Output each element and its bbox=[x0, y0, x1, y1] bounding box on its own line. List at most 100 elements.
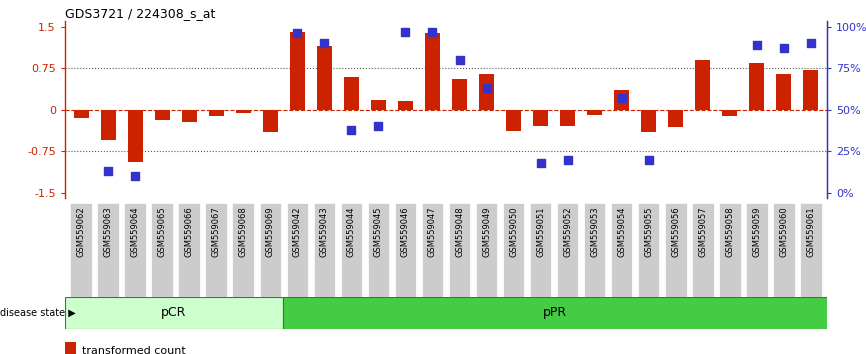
Text: GSM559060: GSM559060 bbox=[779, 206, 788, 257]
Point bbox=[480, 85, 494, 91]
Text: GSM559061: GSM559061 bbox=[806, 206, 815, 257]
Point bbox=[777, 46, 791, 51]
FancyBboxPatch shape bbox=[746, 203, 767, 297]
Text: GSM559051: GSM559051 bbox=[536, 206, 545, 257]
FancyBboxPatch shape bbox=[395, 203, 417, 297]
Bar bbox=[236, 110, 251, 113]
Text: GSM559066: GSM559066 bbox=[184, 206, 194, 257]
Bar bbox=[560, 110, 575, 126]
Text: GSM559063: GSM559063 bbox=[104, 206, 113, 257]
Point bbox=[128, 173, 142, 179]
Bar bbox=[587, 110, 602, 115]
FancyBboxPatch shape bbox=[260, 203, 281, 297]
Bar bbox=[74, 110, 88, 118]
Text: GSM559047: GSM559047 bbox=[428, 206, 437, 257]
FancyBboxPatch shape bbox=[368, 203, 389, 297]
FancyBboxPatch shape bbox=[125, 203, 146, 297]
FancyBboxPatch shape bbox=[340, 203, 362, 297]
Text: GSM559042: GSM559042 bbox=[293, 206, 302, 257]
Point bbox=[398, 29, 412, 35]
Text: GSM559069: GSM559069 bbox=[266, 206, 275, 257]
Text: GSM559068: GSM559068 bbox=[239, 206, 248, 257]
Text: GSM559067: GSM559067 bbox=[212, 206, 221, 257]
Point bbox=[560, 157, 574, 162]
FancyBboxPatch shape bbox=[719, 203, 740, 297]
Bar bbox=[65, 342, 76, 354]
Bar bbox=[263, 110, 278, 132]
Bar bbox=[641, 110, 656, 132]
Bar bbox=[804, 70, 818, 110]
Point bbox=[533, 160, 547, 166]
FancyBboxPatch shape bbox=[638, 203, 660, 297]
FancyBboxPatch shape bbox=[152, 203, 173, 297]
Bar bbox=[425, 33, 440, 110]
Text: GSM559054: GSM559054 bbox=[617, 206, 626, 257]
Point bbox=[372, 124, 385, 129]
Point bbox=[345, 127, 359, 132]
Text: GSM559046: GSM559046 bbox=[401, 206, 410, 257]
Bar bbox=[506, 110, 521, 131]
Text: GSM559044: GSM559044 bbox=[347, 206, 356, 257]
FancyBboxPatch shape bbox=[530, 203, 552, 297]
Bar bbox=[669, 110, 683, 127]
Bar bbox=[695, 60, 710, 110]
FancyBboxPatch shape bbox=[449, 203, 470, 297]
Bar bbox=[209, 110, 223, 116]
Text: GSM559065: GSM559065 bbox=[158, 206, 167, 257]
Bar bbox=[155, 110, 170, 120]
Text: GSM559049: GSM559049 bbox=[482, 206, 491, 257]
Point bbox=[318, 41, 332, 46]
Bar bbox=[65, 297, 282, 329]
Point bbox=[642, 157, 656, 162]
Text: transformed count: transformed count bbox=[81, 346, 185, 354]
Text: GSM559056: GSM559056 bbox=[671, 206, 680, 257]
Text: disease state ▶: disease state ▶ bbox=[0, 308, 75, 318]
Text: GSM559048: GSM559048 bbox=[455, 206, 464, 257]
Text: pCR: pCR bbox=[161, 307, 186, 319]
Text: pPR: pPR bbox=[543, 307, 567, 319]
FancyBboxPatch shape bbox=[97, 203, 119, 297]
Point bbox=[453, 57, 467, 63]
Bar bbox=[344, 76, 359, 110]
Bar bbox=[749, 63, 764, 110]
Text: GSM559053: GSM559053 bbox=[590, 206, 599, 257]
Bar bbox=[371, 100, 386, 110]
Text: GSM559059: GSM559059 bbox=[753, 206, 761, 257]
FancyBboxPatch shape bbox=[584, 203, 605, 297]
Text: GSM559043: GSM559043 bbox=[320, 206, 329, 257]
FancyBboxPatch shape bbox=[475, 203, 497, 297]
Bar bbox=[452, 79, 467, 110]
Point bbox=[804, 41, 818, 46]
Point bbox=[750, 42, 764, 48]
Bar bbox=[776, 74, 792, 110]
Point bbox=[290, 30, 304, 36]
FancyBboxPatch shape bbox=[422, 203, 443, 297]
Text: GDS3721 / 224308_s_at: GDS3721 / 224308_s_at bbox=[65, 7, 216, 20]
Bar bbox=[100, 110, 116, 140]
FancyBboxPatch shape bbox=[313, 203, 335, 297]
FancyBboxPatch shape bbox=[178, 203, 200, 297]
Text: GSM559064: GSM559064 bbox=[131, 206, 139, 257]
Text: GSM559055: GSM559055 bbox=[644, 206, 653, 257]
Point bbox=[425, 29, 439, 35]
Bar bbox=[479, 74, 494, 110]
Bar bbox=[282, 297, 827, 329]
FancyBboxPatch shape bbox=[557, 203, 578, 297]
Bar bbox=[317, 46, 332, 110]
FancyBboxPatch shape bbox=[232, 203, 254, 297]
FancyBboxPatch shape bbox=[205, 203, 227, 297]
Bar bbox=[533, 110, 548, 126]
FancyBboxPatch shape bbox=[773, 203, 795, 297]
Text: GSM559052: GSM559052 bbox=[563, 206, 572, 257]
Bar bbox=[128, 110, 143, 162]
Bar bbox=[614, 90, 629, 110]
Text: GSM559045: GSM559045 bbox=[374, 206, 383, 257]
Bar bbox=[182, 110, 197, 122]
Bar bbox=[722, 110, 737, 116]
Text: GSM559057: GSM559057 bbox=[698, 206, 708, 257]
Bar bbox=[398, 102, 413, 110]
FancyBboxPatch shape bbox=[692, 203, 714, 297]
FancyBboxPatch shape bbox=[70, 203, 92, 297]
Text: GSM559062: GSM559062 bbox=[77, 206, 86, 257]
FancyBboxPatch shape bbox=[665, 203, 687, 297]
